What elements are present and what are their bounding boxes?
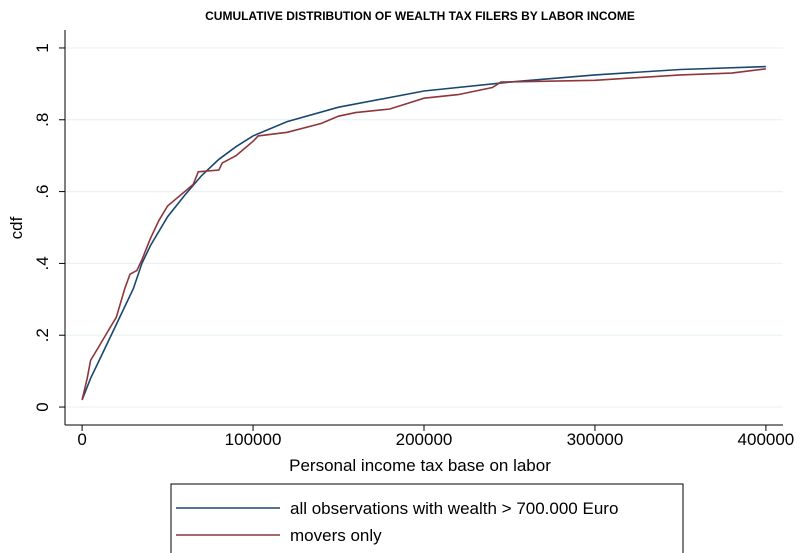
series-line xyxy=(81,65,766,401)
y-axis-label: cdf xyxy=(7,216,26,239)
legend-label: movers only xyxy=(290,526,382,545)
x-tick-label: 400000 xyxy=(738,430,795,449)
x-tick-label: 0 xyxy=(77,430,86,449)
y-tick-label: .6 xyxy=(33,184,52,198)
y-tick-label: .8 xyxy=(33,113,52,127)
x-tick-label: 200000 xyxy=(396,430,453,449)
x-tick-label: 300000 xyxy=(567,430,624,449)
y-tick-label: .2 xyxy=(33,328,52,342)
series-line xyxy=(81,68,766,401)
y-tick-label: 0 xyxy=(33,402,52,411)
legend-label: all observations with wealth > 700.000 E… xyxy=(290,499,618,518)
x-tick-label: 100000 xyxy=(225,430,282,449)
chart-title: CUMULATIVE DISTRIBUTION OF WEALTH TAX FI… xyxy=(205,9,635,23)
y-tick-label: .4 xyxy=(33,256,52,270)
legend-box xyxy=(170,483,684,553)
x-axis-label: Personal income tax base on labor xyxy=(289,456,551,475)
y-tick-label: 1 xyxy=(33,43,52,52)
